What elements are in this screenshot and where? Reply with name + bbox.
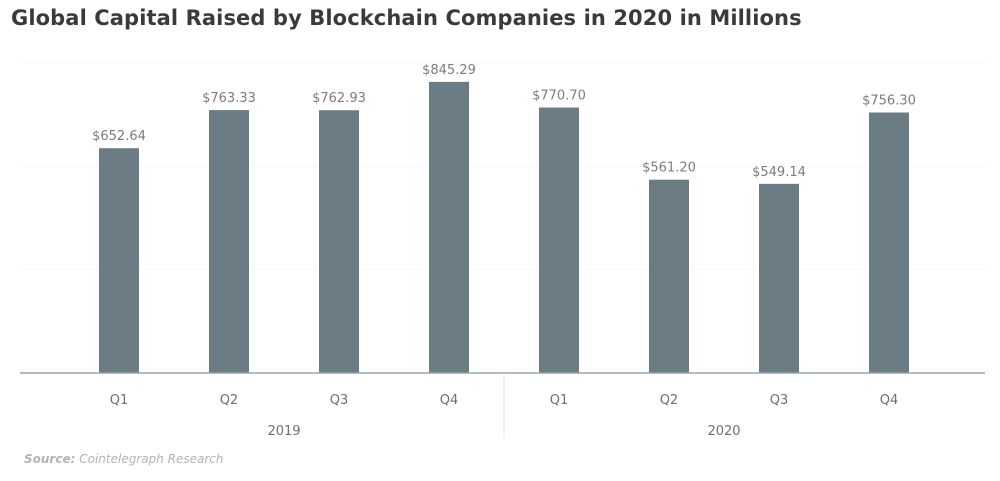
data-label: $762.93 — [312, 91, 366, 106]
x-tick-label: Q2 — [660, 393, 679, 408]
bar — [869, 112, 909, 373]
bar — [539, 107, 579, 373]
x-group-label: 2020 — [707, 424, 740, 439]
bar — [209, 110, 249, 373]
x-group-label: 2019 — [267, 424, 300, 439]
x-tick-label: Q3 — [330, 393, 349, 408]
data-label: $845.29 — [422, 63, 476, 78]
data-label: $756.30 — [862, 93, 916, 108]
x-tick-label: Q4 — [880, 393, 899, 408]
x-tick-label: Q1 — [550, 393, 569, 408]
data-label: $770.70 — [532, 89, 586, 104]
data-label: $561.20 — [642, 161, 696, 176]
data-label: $549.14 — [752, 165, 806, 180]
x-tick-label: Q2 — [220, 393, 239, 408]
x-tick-label: Q3 — [770, 393, 789, 408]
data-label: $652.64 — [92, 129, 146, 144]
chart-title: Global Capital Raised by Blockchain Comp… — [11, 6, 802, 30]
source-text: Cointelegraph Research — [79, 452, 224, 466]
source-note: Source: Cointelegraph Research — [24, 452, 224, 466]
bar — [319, 110, 359, 373]
x-tick-label: Q4 — [440, 393, 459, 408]
source-label: Source: — [24, 452, 76, 466]
bar — [99, 148, 139, 373]
bar — [649, 179, 689, 373]
bar — [759, 183, 799, 373]
bar — [429, 81, 469, 374]
x-tick-label: Q1 — [110, 393, 129, 408]
data-label: $763.33 — [202, 91, 256, 106]
